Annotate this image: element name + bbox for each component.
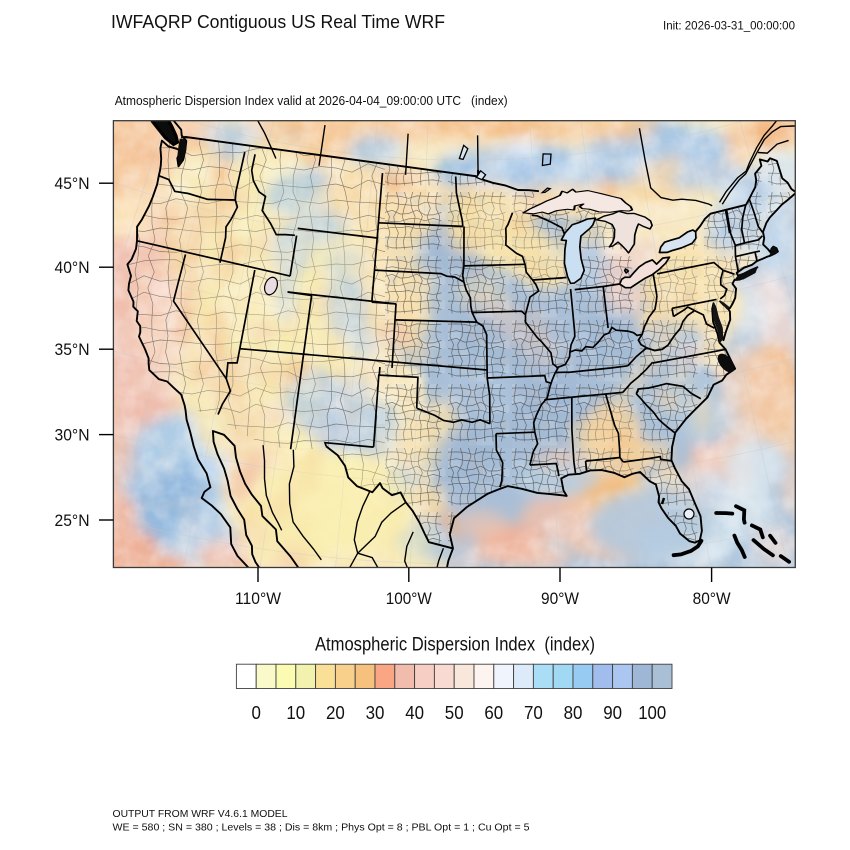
svg-text:25°N: 25°N [55,511,90,530]
svg-text:90: 90 [603,703,622,723]
svg-text:10: 10 [286,703,305,723]
svg-text:40°N: 40°N [55,258,90,277]
svg-text:45°N: 45°N [55,174,90,193]
svg-text:80: 80 [564,703,583,723]
svg-text:Atmospheric Dispersion Index: Atmospheric Dispersion Index (index) [315,635,595,656]
svg-text:60: 60 [484,703,503,723]
svg-text:35°N: 35°N [55,340,90,359]
svg-text:Init: 2026-03-31_00:00:00: Init: 2026-03-31_00:00:00 [663,19,795,33]
svg-text:Atmospheric Dispersion Index v: Atmospheric Dispersion Index valid at 20… [115,93,508,108]
svg-text:40: 40 [405,703,424,723]
svg-text:100: 100 [638,703,666,723]
svg-text:0: 0 [252,703,261,723]
svg-text:90°W: 90°W [541,589,579,608]
svg-text:70: 70 [524,703,543,723]
svg-text:80°W: 80°W [693,589,731,608]
svg-text:50: 50 [445,703,464,723]
svg-text:30: 30 [366,703,385,723]
svg-text:WE = 580 ; SN = 380 ; Levels =: WE = 580 ; SN = 380 ; Levels = 38 ; Dis … [113,822,530,833]
svg-text:IWFAQRP Contiguous US Real Tim: IWFAQRP Contiguous US Real Time WRF [111,12,445,32]
svg-text:110°W: 110°W [235,589,281,608]
svg-text:100°W: 100°W [386,589,432,608]
svg-text:OUTPUT FROM WRF V4.6.1 MODEL: OUTPUT FROM WRF V4.6.1 MODEL [113,809,288,820]
svg-text:30°N: 30°N [55,426,90,445]
svg-text:20: 20 [326,703,345,723]
